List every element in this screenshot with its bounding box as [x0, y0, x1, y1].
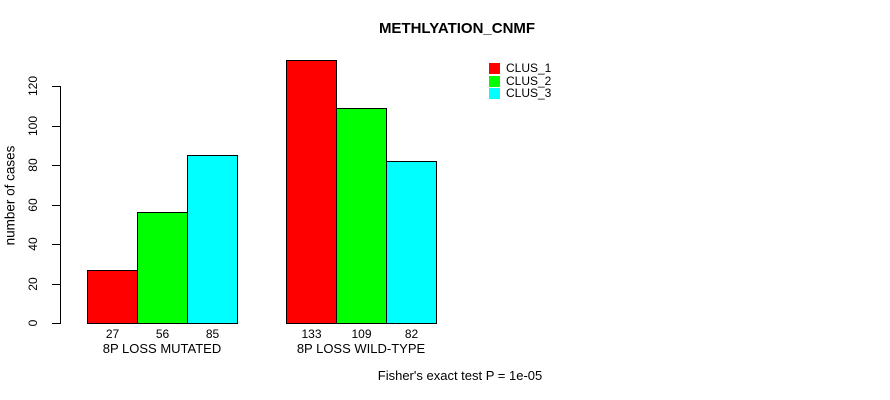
- bar-value-label: 109: [351, 327, 372, 341]
- y-tick-mark: [52, 283, 60, 285]
- y-tick-label: 40: [26, 237, 40, 251]
- y-tick-mark: [52, 244, 60, 245]
- y-tick-mark: [52, 125, 60, 127]
- legend-label: CLUS_1: [506, 61, 552, 75]
- legend-item-clus_2: CLUS_2: [489, 73, 552, 88]
- bar-clus_3-1: [187, 155, 238, 324]
- y-tick-mark: [52, 86, 60, 87]
- annotation-text: Fisher's exact test P = 1e-05: [377, 368, 543, 383]
- y-tick-label: 0: [26, 319, 40, 327]
- y-tick-mark: [52, 323, 60, 324]
- y-tick-mark: [52, 165, 60, 166]
- legend-swatch-clus_2: [489, 75, 500, 87]
- legend: CLUS_1 CLUS_2 CLUS_3: [489, 61, 552, 101]
- bar-clus_2-2: [336, 108, 387, 324]
- legend-label: CLUS_2: [506, 73, 552, 88]
- legend-swatch-clus_1: [489, 63, 500, 74]
- bar-value-label: 133: [301, 327, 322, 341]
- y-tick-label: 80: [26, 158, 40, 172]
- bar-value-label: 82: [404, 327, 419, 341]
- bar-clus_3-2: [386, 161, 437, 324]
- bar-clus_2-1: [137, 212, 188, 324]
- y-tick-label: 100: [26, 115, 40, 136]
- y-tick-mark: [52, 204, 60, 206]
- legend-item-clus_3: CLUS_3: [489, 86, 552, 100]
- group-label: 8P LOSS MUTATED: [102, 341, 222, 356]
- y-tick-label: 20: [26, 276, 40, 291]
- y-tick-label: 60: [26, 197, 40, 212]
- legend-label: CLUS_3: [506, 86, 552, 100]
- bar-value-label: 56: [155, 327, 170, 341]
- chart-title: METHLYATION_CNMF: [378, 20, 536, 37]
- y-axis-line: [60, 86, 61, 324]
- y-tick-label: 120: [26, 75, 40, 97]
- group-label: 8P LOSS WILD-TYPE: [296, 341, 426, 356]
- bar-value-label: 27: [105, 327, 120, 341]
- bar-clus_1-1: [87, 270, 138, 324]
- y-axis-title: number of cases: [2, 145, 18, 246]
- bar-clus_1-2: [286, 60, 337, 324]
- legend-swatch-clus_3: [489, 88, 500, 99]
- legend-item-clus_1: CLUS_1: [489, 61, 552, 75]
- bar-value-label: 85: [205, 327, 220, 341]
